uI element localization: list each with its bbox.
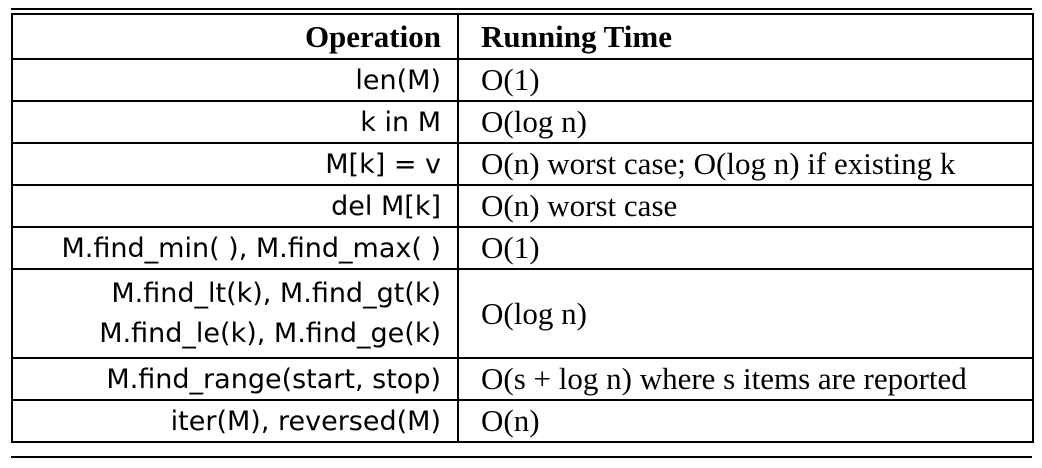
running-time-cell: O(1) — [457, 226, 1034, 270]
running-time-cell: O(log n) — [457, 100, 1034, 144]
running-time-cell: O(n) — [457, 399, 1034, 443]
top-rule — [11, 8, 1032, 10]
operation-line: M.find_lt(k), M.find_gt(k) — [111, 277, 441, 309]
operation-line: M.find_le(k), M.find_ge(k) — [99, 317, 441, 349]
table-row: iter(M), reversed(M) O(n) — [11, 399, 1034, 443]
running-time-cell: O(log n) — [457, 268, 1034, 359]
table-row: M.find_range(start, stop) O(s + log n) w… — [11, 357, 1034, 401]
header-operation: Operation — [11, 13, 459, 60]
operation-cell: del M[k] — [11, 184, 459, 228]
table-row: M.find_lt(k), M.find_gt(k) M.find_le(k),… — [11, 268, 1034, 359]
header-running-time: Running Time — [457, 13, 1034, 60]
running-time-cell: O(n) worst case; O(log n) if existing k — [457, 142, 1034, 186]
table-row: M.find_min( ), M.find_max( ) O(1) — [11, 226, 1034, 270]
table-row: len(M) O(1) — [11, 58, 1034, 102]
table-row: M[k] = v O(n) worst case; O(log n) if ex… — [11, 142, 1034, 186]
table-row: k in M O(log n) — [11, 100, 1034, 144]
bottom-rule — [11, 456, 1032, 458]
operation-cell: iter(M), reversed(M) — [11, 399, 459, 443]
table-header-row: Operation Running Time — [11, 13, 1034, 60]
running-time-cell: O(1) — [457, 58, 1034, 102]
running-time-table: Operation Running Time len(M) O(1) k in … — [11, 13, 1034, 443]
operation-cell: M[k] = v — [11, 142, 459, 186]
table-row: del M[k] O(n) worst case — [11, 184, 1034, 228]
operation-cell: M.find_lt(k), M.find_gt(k) M.find_le(k),… — [11, 268, 459, 359]
operation-cell: len(M) — [11, 58, 459, 102]
running-time-cell: O(s + log n) where s items are reported — [457, 357, 1034, 401]
operation-cell: M.find_range(start, stop) — [11, 357, 459, 401]
operation-cell: M.find_min( ), M.find_max( ) — [11, 226, 459, 270]
operation-cell: k in M — [11, 100, 459, 144]
running-time-cell: O(n) worst case — [457, 184, 1034, 228]
